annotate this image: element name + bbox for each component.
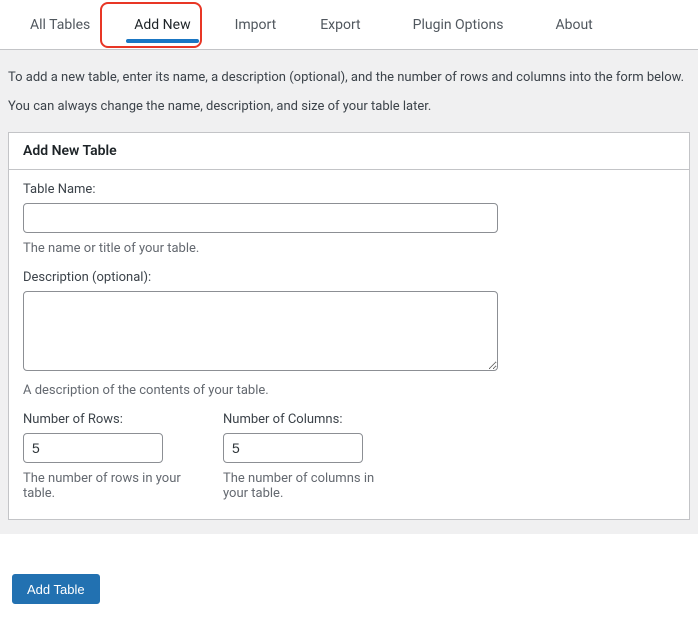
tab-label: Plugin Options [413, 17, 504, 33]
rows-cols-row: Number of Rows: The number of rows in yo… [23, 412, 675, 501]
tab-plugin-options[interactable]: Plugin Options [383, 0, 534, 49]
panel-title: Add New Table [9, 133, 689, 170]
tab-bar: All Tables Add New Import Export Plugin … [0, 0, 698, 50]
add-table-panel: Add New Table Table Name: The name or ti… [8, 132, 690, 520]
intro-text-2: You can always change the name, descript… [8, 99, 690, 114]
content-area: To add a new table, enter its name, a de… [0, 50, 698, 534]
tab-about[interactable]: About [533, 0, 614, 49]
desc-textarea[interactable] [23, 291, 498, 371]
field-table-name: Table Name: The name or title of your ta… [23, 182, 675, 256]
rows-help: The number of rows in your table. [23, 471, 193, 501]
cols-input[interactable] [223, 433, 363, 463]
name-help: The name or title of your table. [23, 241, 675, 256]
field-cols: Number of Columns: The number of columns… [223, 412, 393, 501]
cols-help: The number of columns in your table. [223, 471, 393, 501]
add-table-button[interactable]: Add Table [12, 574, 100, 604]
intro-text-1: To add a new table, enter its name, a de… [8, 70, 690, 85]
name-label: Table Name: [23, 182, 675, 197]
tab-add-new[interactable]: Add New [112, 0, 212, 49]
tab-label: Export [320, 17, 360, 33]
desc-label: Description (optional): [23, 270, 675, 285]
field-description: Description (optional): A description of… [23, 270, 675, 398]
panel-body: Table Name: The name or title of your ta… [9, 170, 689, 519]
rows-label: Number of Rows: [23, 412, 193, 427]
tab-export[interactable]: Export [298, 0, 382, 49]
tab-all-tables[interactable]: All Tables [8, 0, 112, 49]
tab-import[interactable]: Import [213, 0, 299, 49]
rows-input[interactable] [23, 433, 163, 463]
cols-label: Number of Columns: [223, 412, 393, 427]
submit-area: Add Table [0, 534, 698, 618]
desc-help: A description of the contents of your ta… [23, 383, 675, 398]
tab-label: All Tables [30, 17, 90, 33]
tab-label: Import [235, 17, 277, 33]
tab-label: Add New [134, 17, 190, 33]
field-rows: Number of Rows: The number of rows in yo… [23, 412, 193, 501]
name-input[interactable] [23, 203, 498, 233]
button-label: Add Table [27, 582, 85, 597]
tab-label: About [555, 17, 592, 33]
